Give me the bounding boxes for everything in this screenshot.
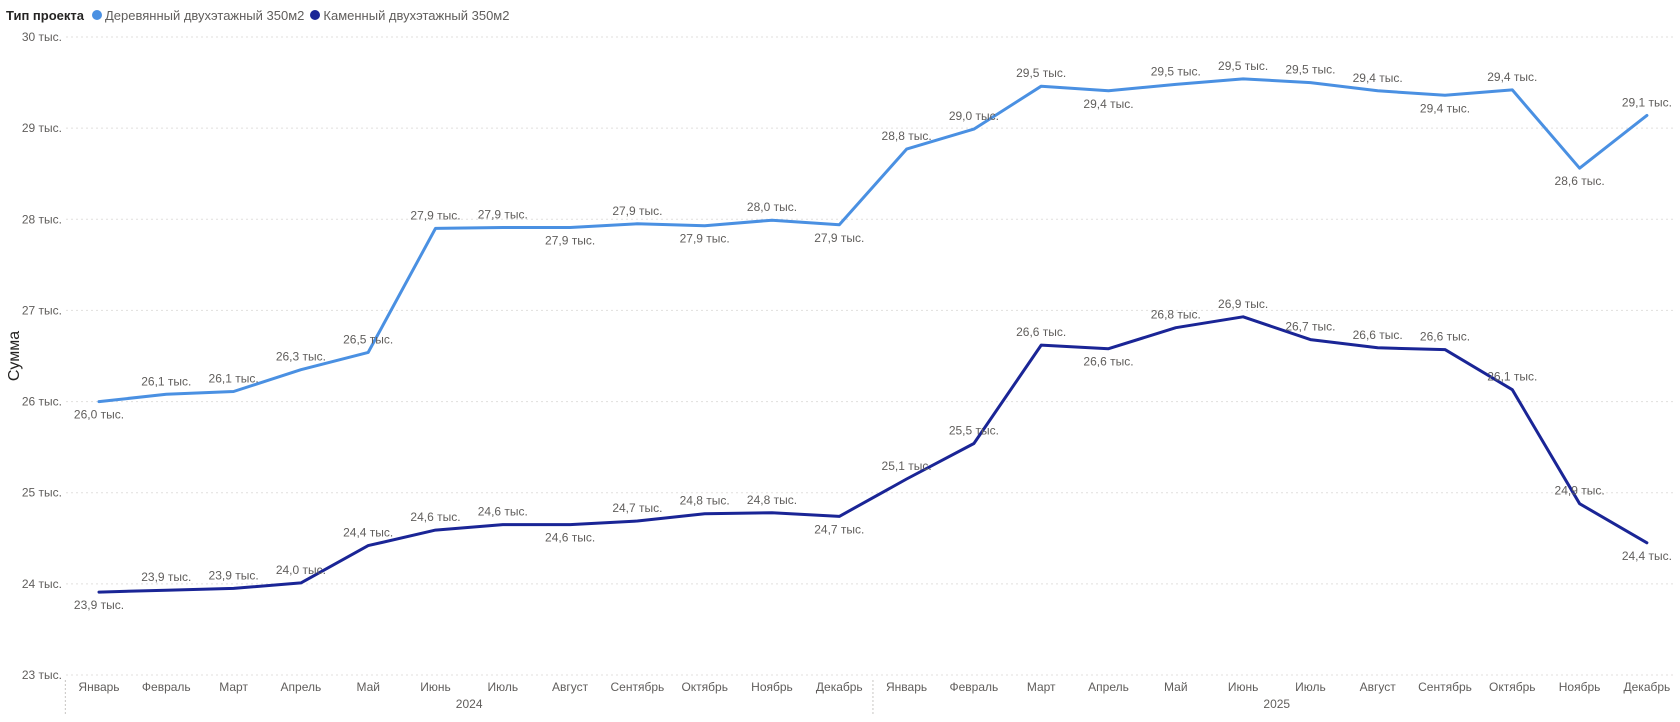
data-label: 26,6 тыс. <box>1420 330 1470 344</box>
x-tick-label: Июнь <box>1228 680 1259 694</box>
data-label: 27,9 тыс. <box>814 231 864 245</box>
data-label: 26,3 тыс. <box>276 350 326 364</box>
x-tick-label: Июль <box>487 680 518 694</box>
data-label: 26,6 тыс. <box>1083 355 1133 369</box>
data-label: 24,6 тыс. <box>478 505 528 519</box>
y-axis-title: Сумма <box>6 331 23 381</box>
data-label: 26,9 тыс. <box>1218 297 1268 311</box>
data-label: 28,6 тыс. <box>1555 174 1605 188</box>
x-tick-label: Апрель <box>1088 680 1129 694</box>
series-line-stone <box>97 315 1649 594</box>
y-tick-label: 28 тыс. <box>22 212 62 226</box>
x-tick-label: Декабрь <box>1624 680 1671 694</box>
data-label: 29,4 тыс. <box>1487 70 1537 84</box>
data-label: 23,9 тыс. <box>141 570 191 584</box>
series-line-wooden <box>97 77 1649 404</box>
x-tick-label: Сентябрь <box>1418 680 1472 694</box>
data-label: 26,1 тыс. <box>209 372 259 386</box>
y-tick-label: 26 тыс. <box>22 395 62 409</box>
x-tick-label: Ноябрь <box>1559 680 1601 694</box>
data-label: 27,9 тыс. <box>545 233 595 247</box>
data-label: 27,9 тыс. <box>410 208 460 222</box>
data-label: 27,9 тыс. <box>478 207 528 221</box>
data-label: 29,4 тыс. <box>1083 97 1133 111</box>
x-tick-label: Май <box>1164 680 1188 694</box>
data-label: 24,6 тыс. <box>410 510 460 524</box>
legend-item-stone[interactable]: Каменный двухэтажный 350м2 <box>310 8 509 23</box>
x-tick-label: Март <box>1027 680 1056 694</box>
data-label: 24,0 тыс. <box>276 563 326 577</box>
x-tick-label: Октябрь <box>681 680 728 694</box>
data-label: 23,9 тыс. <box>209 568 259 582</box>
legend-dot-wooden-icon <box>91 10 102 20</box>
x-tick-label: Сентябрь <box>611 680 665 694</box>
x-year-label: 2024 <box>456 697 483 711</box>
data-label: 24,7 тыс. <box>814 522 864 536</box>
data-label: 28,8 тыс. <box>882 129 932 143</box>
x-tick-label: Ноябрь <box>751 680 793 694</box>
x-tick-label: Август <box>552 680 589 694</box>
data-label: 26,1 тыс. <box>141 374 191 388</box>
x-tick-label: Июнь <box>420 680 451 694</box>
data-label: 26,6 тыс. <box>1353 328 1403 342</box>
x-tick-label: Январь <box>78 680 119 694</box>
y-tick-label: 24 тыс. <box>22 577 62 591</box>
x-tick-label: Апрель <box>281 680 322 694</box>
y-tick-label: 29 тыс. <box>22 121 62 135</box>
data-label: 29,5 тыс. <box>1285 63 1335 77</box>
data-label: 29,5 тыс. <box>1218 59 1268 73</box>
x-tick-label: Октябрь <box>1489 680 1536 694</box>
data-label: 24,4 тыс. <box>343 526 393 540</box>
data-label: 28,0 тыс. <box>747 200 797 214</box>
data-label: 29,1 тыс. <box>1622 95 1672 109</box>
data-label: 27,9 тыс. <box>612 204 662 218</box>
legend-title: Тип проекта <box>6 7 84 23</box>
y-tick-label: 27 тыс. <box>22 303 62 317</box>
x-tick-label: Август <box>1360 680 1397 694</box>
data-label: 24,7 тыс. <box>612 501 662 515</box>
data-label: 26,8 тыс. <box>1151 308 1201 322</box>
data-label: 29,5 тыс. <box>1151 64 1201 78</box>
x-tick-label: Март <box>219 680 248 694</box>
data-label: 24,9 тыс. <box>1555 484 1605 498</box>
y-tick-label: 25 тыс. <box>22 486 62 500</box>
data-label: 29,4 тыс. <box>1353 71 1403 85</box>
data-label: 24,8 тыс. <box>680 494 730 508</box>
x-year-label: 2025 <box>1263 697 1290 711</box>
legend-item-wooden[interactable]: Деревянный двухэтажный 350м2 <box>91 7 305 23</box>
data-label: 29,4 тыс. <box>1420 101 1470 115</box>
y-tick-label: 23 тыс. <box>22 668 62 682</box>
data-label: 23,9 тыс. <box>74 598 124 612</box>
data-label: 27,9 тыс. <box>680 232 730 246</box>
data-label: 26,6 тыс. <box>1016 325 1066 339</box>
y-tick-label: 30 тыс. <box>22 30 62 44</box>
x-tick-label: Январь <box>886 680 927 694</box>
data-label: 24,4 тыс. <box>1622 549 1672 563</box>
x-tick-label: Февраль <box>142 680 191 694</box>
x-tick-label: Февраль <box>950 680 999 694</box>
x-tick-label: Май <box>356 680 380 694</box>
x-tick-label: Декабрь <box>816 680 863 694</box>
data-label: 29,5 тыс. <box>1016 66 1066 80</box>
data-label: 26,0 тыс. <box>74 408 124 422</box>
data-label: 26,7 тыс. <box>1285 320 1335 334</box>
legend-label-stone: Каменный двухэтажный 350м2 <box>323 7 510 23</box>
x-tick-label: Июль <box>1295 680 1326 694</box>
data-label: 24,6 тыс. <box>545 531 595 545</box>
data-label: 26,5 тыс. <box>343 332 393 346</box>
data-label: 25,1 тыс. <box>882 459 932 473</box>
legend-dot-stone-icon <box>310 10 321 20</box>
data-label: 29,0 тыс. <box>949 109 999 123</box>
legend: Тип проекта Деревянный двухэтажный 350м2… <box>6 6 515 24</box>
data-label: 24,8 тыс. <box>747 493 797 507</box>
data-label: 25,5 тыс. <box>949 423 999 437</box>
data-label: 26,1 тыс. <box>1487 370 1537 384</box>
legend-label-wooden: Деревянный двухэтажный 350м2 <box>104 7 305 23</box>
